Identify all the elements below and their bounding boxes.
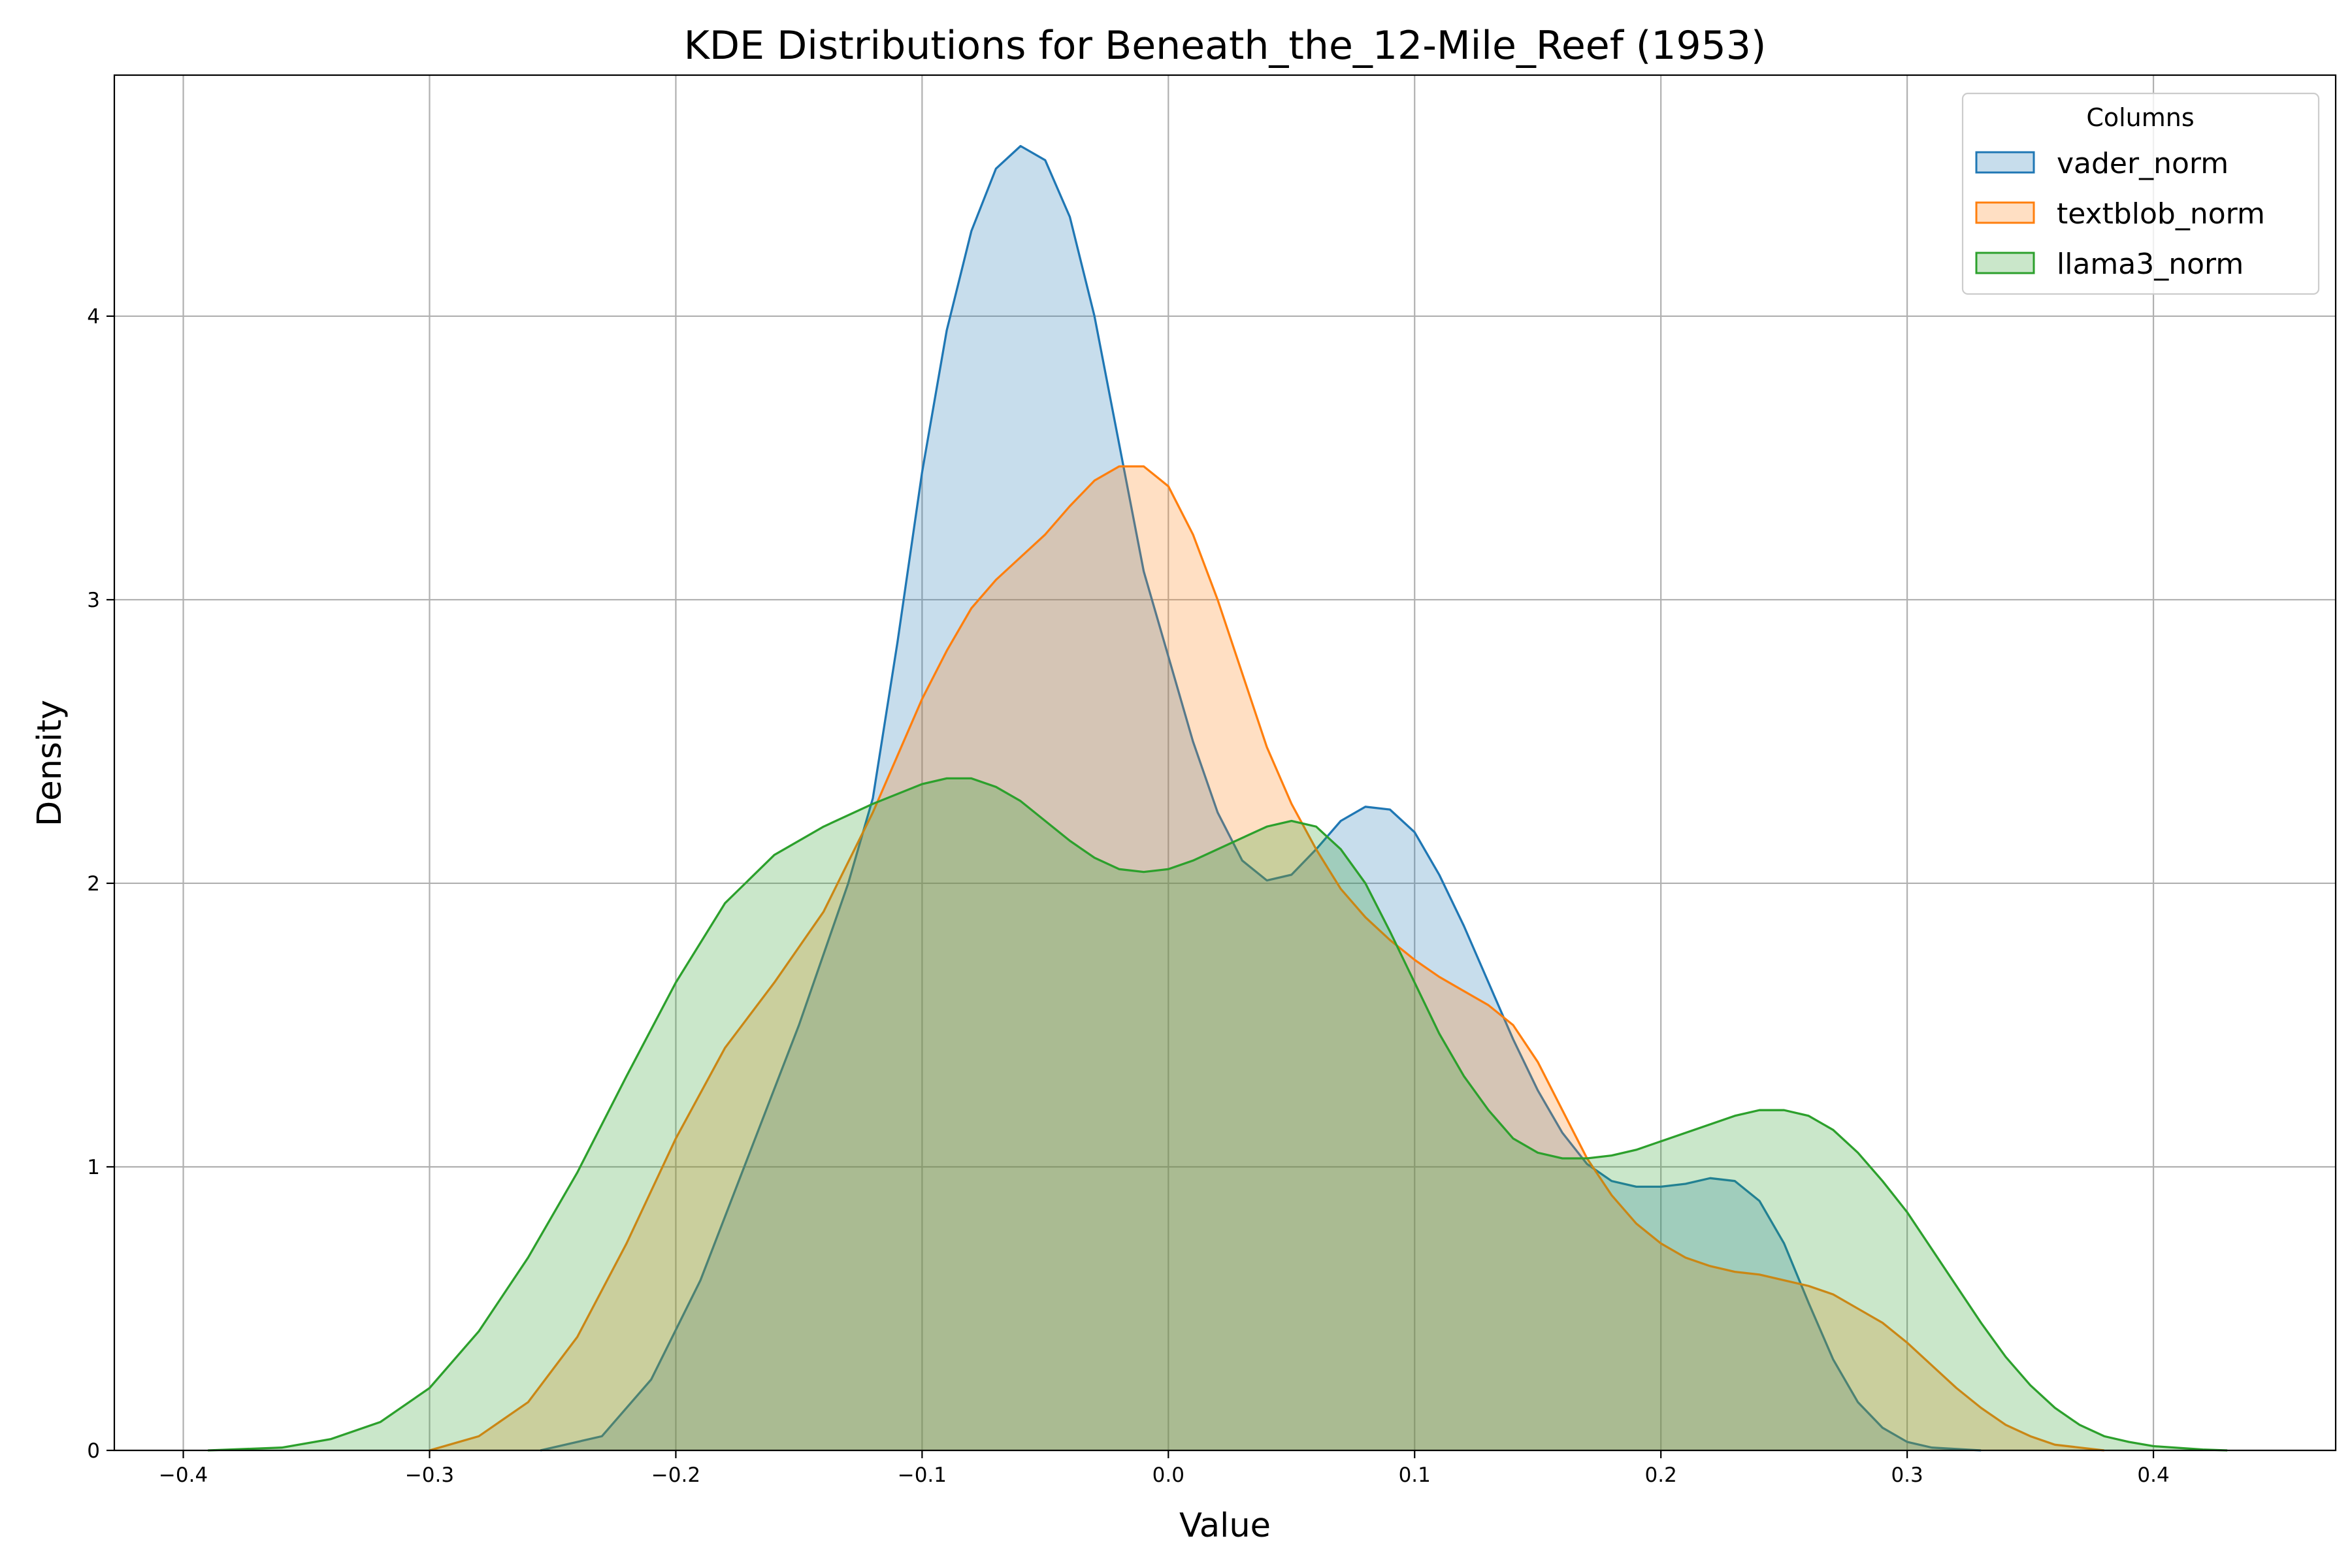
y-axis: 0 1 2 3 4 bbox=[87, 305, 114, 1463]
x-tick-label-5: 0.1 bbox=[1399, 1463, 1431, 1487]
series-line-vader_norm bbox=[540, 144, 1982, 1452]
series-line-textblob_norm bbox=[429, 465, 2104, 1452]
x-tick-label-1: −0.3 bbox=[405, 1463, 454, 1487]
legend-swatch-textblob_norm bbox=[1975, 201, 2035, 224]
y-axis-label: Density bbox=[31, 700, 69, 826]
series-line-llama3_norm bbox=[208, 777, 2228, 1452]
legend-label-llama3_norm: llama3_norm bbox=[2057, 248, 2244, 281]
x-tick-label-0: −0.4 bbox=[159, 1463, 208, 1487]
legend: Columns vader_norm textblob_norm llama3_no… bbox=[1961, 92, 2320, 295]
legend-items: vader_norm textblob_norm llama3_norm bbox=[1975, 147, 2265, 281]
legend-swatch-vader_norm bbox=[1975, 151, 2035, 174]
x-tick-label-8: 0.4 bbox=[2137, 1463, 2169, 1487]
legend-label-vader_norm: vader_norm bbox=[2057, 147, 2229, 180]
legend-swatch-llama3_norm bbox=[1975, 252, 2035, 274]
x-tick-label-2: −0.2 bbox=[651, 1463, 700, 1487]
legend-box bbox=[1961, 92, 2320, 295]
y-tick-label-4: 4 bbox=[87, 305, 100, 329]
plot-frame bbox=[113, 74, 2337, 1452]
series-area-textblob_norm bbox=[429, 466, 2104, 1450]
y-tick-label-3: 3 bbox=[87, 589, 100, 612]
x-axis: −0.4 −0.3 −0.2 −0.1 0.0 0.1 0.2 0.3 0.4 bbox=[159, 1450, 2170, 1487]
legend-label-textblob_norm: textblob_norm bbox=[2057, 197, 2265, 231]
y-tick-label-1: 1 bbox=[87, 1156, 100, 1179]
series-layer bbox=[208, 144, 2228, 1452]
legend-title: Columns bbox=[2086, 103, 2194, 132]
x-axis-label: Value bbox=[1179, 1507, 1271, 1545]
series-area-llama3_norm bbox=[208, 778, 2228, 1450]
x-tick-label-7: 0.3 bbox=[1891, 1463, 1923, 1487]
y-tick-label-2: 2 bbox=[87, 872, 100, 896]
x-tick-label-6: 0.2 bbox=[1645, 1463, 1677, 1487]
series-area-vader_norm bbox=[540, 146, 1982, 1450]
x-tick-label-3: −0.1 bbox=[898, 1463, 947, 1487]
x-tick-label-4: 0.0 bbox=[1152, 1463, 1184, 1487]
chart-title: KDE Distributions for Beneath_the_12-Mil… bbox=[684, 23, 1767, 69]
y-tick-label-0: 0 bbox=[87, 1439, 100, 1463]
